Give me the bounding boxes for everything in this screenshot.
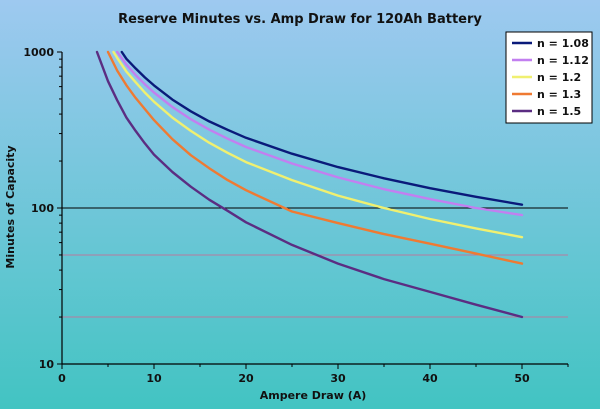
x-tick-label: 0 [58, 372, 66, 385]
x-tick-label: 50 [514, 372, 530, 385]
x-tick-label: 10 [146, 372, 162, 385]
legend-label-4: n = 1.3 [537, 88, 581, 101]
legend-label-2: n = 1.12 [537, 54, 589, 67]
legend-label-1: n = 1.08 [537, 37, 589, 50]
legend-label-3: n = 1.2 [537, 71, 581, 84]
x-tick-label: 20 [238, 372, 254, 385]
y-tick-label: 100 [31, 202, 54, 215]
y-axis-label: Minutes of Capacity [4, 145, 17, 268]
series-line-2 [115, 50, 524, 217]
x-tick-label: 30 [330, 372, 346, 385]
x-tick-label: 40 [422, 372, 438, 385]
y-tick-label: 10 [39, 358, 55, 371]
series-line-1 [120, 50, 524, 206]
series-line-3 [112, 50, 524, 239]
legend: n = 1.08 n = 1.12 n = 1.2 n = 1.3 n = 1.5 [505, 31, 593, 124]
x-axis-label: Ampere Draw (A) [260, 389, 367, 402]
series-lines [95, 50, 524, 319]
series-line-5 [95, 50, 524, 319]
chart-title: Reserve Minutes vs. Amp Draw for 120Ah B… [118, 12, 482, 27]
y-tick-label: 1000 [23, 46, 54, 59]
legend-label-5: n = 1.5 [537, 105, 581, 118]
series-line-4 [106, 50, 524, 265]
